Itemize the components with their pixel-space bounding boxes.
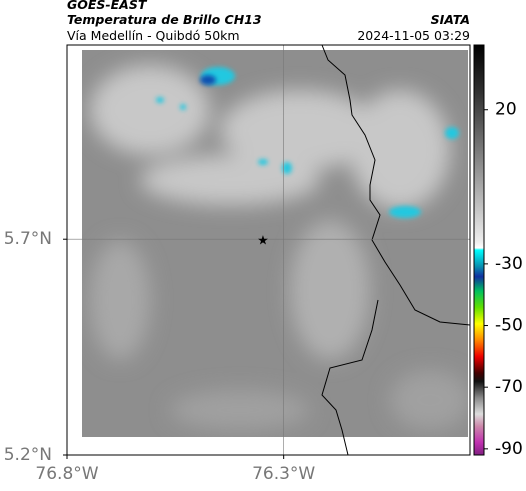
map-frame (66, 44, 471, 456)
colorbar-tick-label: 20 (495, 100, 517, 120)
axes: 5.2°N 5.7°N 76.8°W 76.3°W 20 -30 -50 -70 -90 (4, 100, 523, 484)
location-marker: ★ (257, 234, 269, 249)
grid (67, 45, 470, 455)
colorbar-tick-label: -30 (495, 254, 523, 274)
y-tick-label: 5.7°N (4, 229, 52, 249)
borders (321, 44, 471, 456)
x-tick-label: 76.3°W (252, 464, 315, 484)
x-tick-label: 76.8°W (35, 464, 98, 484)
route: Vía Medellín - Quibdó 50km (67, 28, 240, 43)
colorbar (473, 44, 485, 456)
colorbar-tick-label: -90 (495, 439, 523, 459)
satellite-image (82, 50, 468, 437)
y-tick-label: 5.2°N (4, 445, 52, 465)
title: GOES-EAST (67, 0, 148, 12)
source: SIATA (431, 12, 470, 27)
colorbar-tick-label: -50 (495, 316, 523, 336)
timestamp: 2024-11-05 03:29 (357, 28, 470, 43)
subtitle: Temperatura de Brillo CH13 (67, 12, 262, 27)
colorbar-tick-label: -70 (495, 377, 523, 397)
